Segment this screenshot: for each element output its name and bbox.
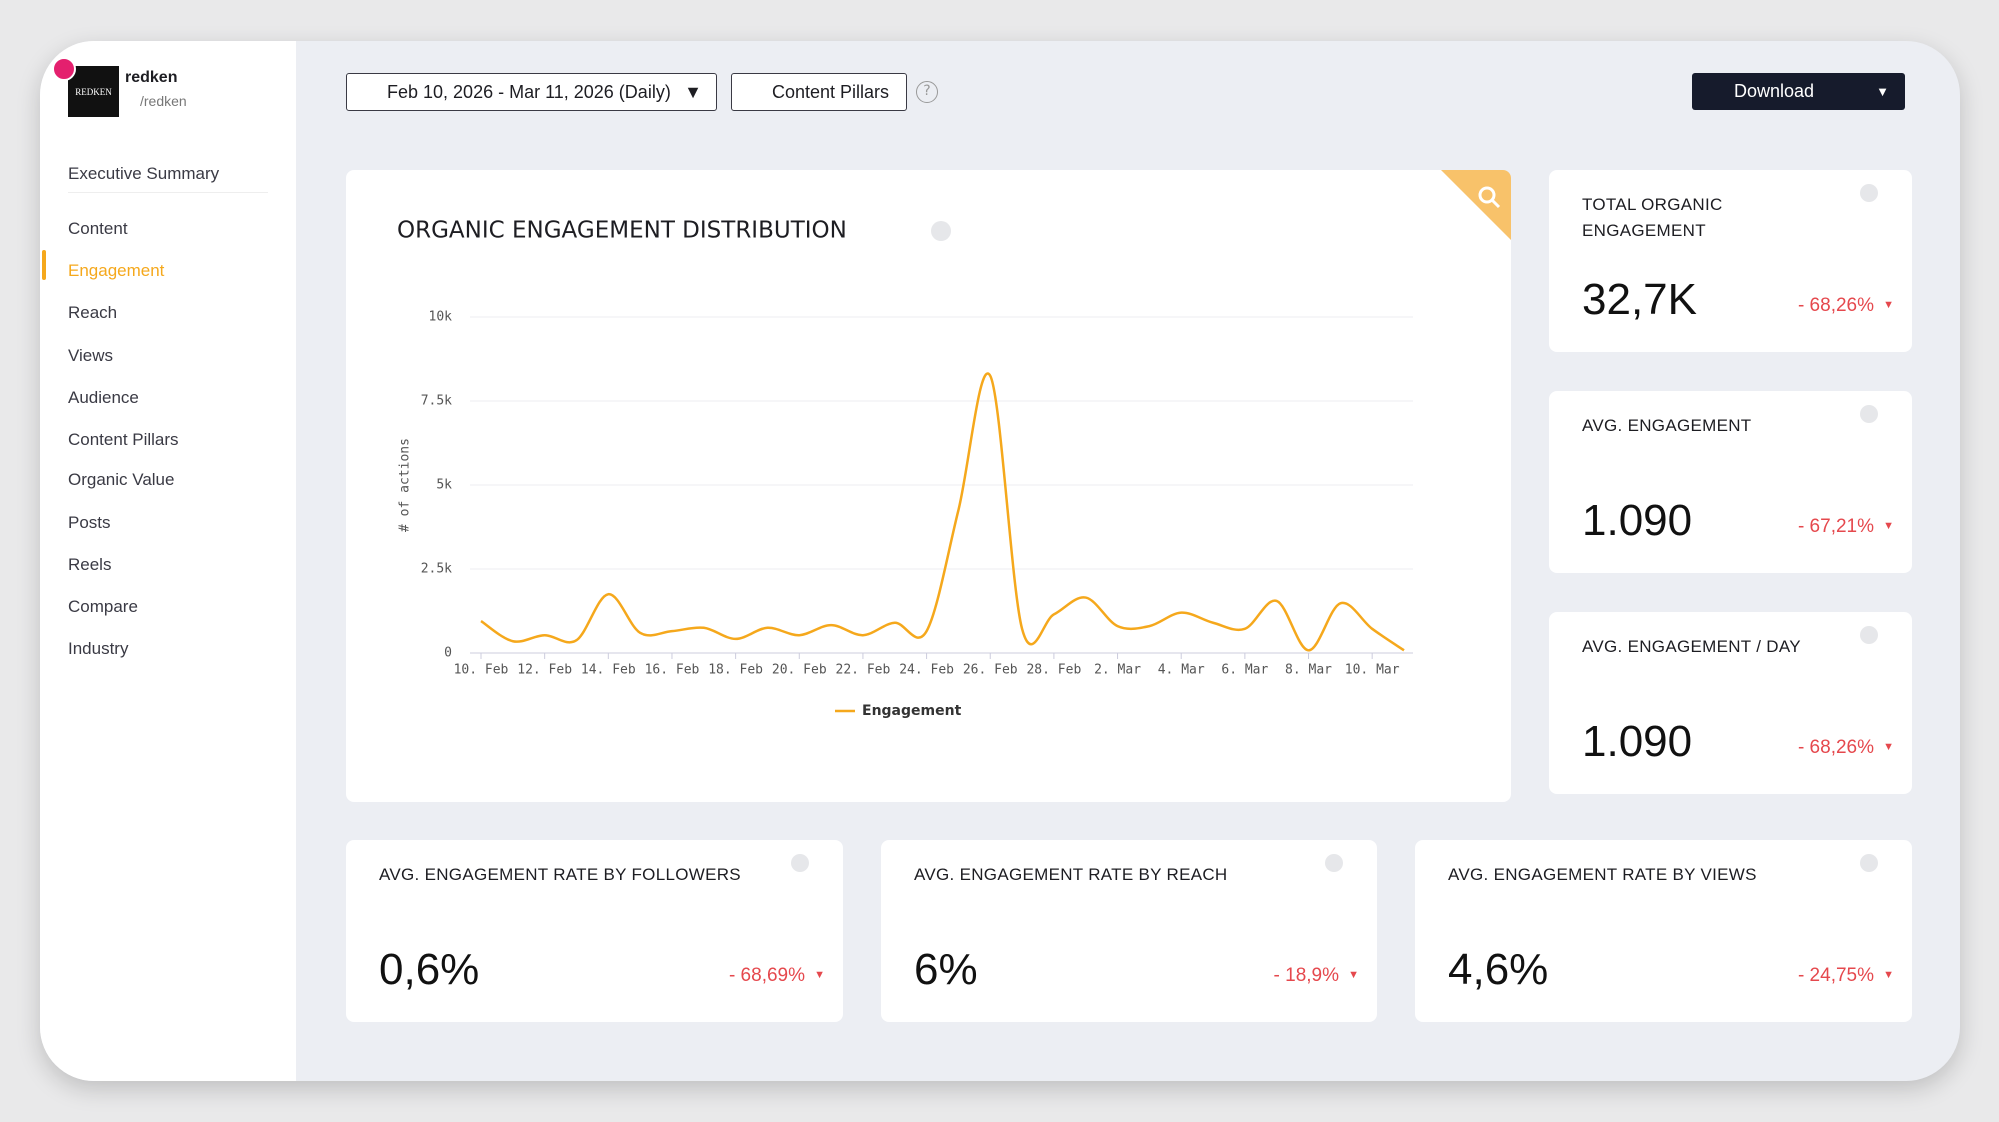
date-range-button[interactable]: Feb 10, 2026 - Mar 11, 2026 (Daily) ▼: [346, 73, 717, 111]
info-icon: [1325, 854, 1343, 872]
help-icon[interactable]: ?: [916, 81, 938, 103]
nav-item[interactable]: Content Pillars: [68, 430, 179, 449]
y-tick-label: 0: [444, 646, 452, 661]
x-tick-label: 12. Feb: [517, 663, 572, 678]
x-tick-label: 8. Mar: [1285, 663, 1332, 678]
info-icon: [1860, 626, 1878, 644]
divider: [68, 192, 268, 193]
caret: ▼: [1876, 84, 1889, 99]
kpi-title: TOTAL ORGANIC ENGAGEMENT: [1582, 195, 1723, 240]
x-tick-label: 28. Feb: [1026, 663, 1081, 678]
x-tick-label: 26. Feb: [963, 663, 1018, 678]
y-axis-label: # of actions: [398, 438, 413, 532]
info-icon: [931, 221, 951, 241]
kpi-value: 32,7K: [1582, 275, 1697, 324]
kpi-value: 0,6%: [379, 945, 480, 994]
nav-item[interactable]: Views: [68, 346, 114, 365]
line: [480, 372, 1405, 652]
sidebar: REDKEN redken /redken Executive Summary C…: [40, 41, 296, 1081]
x-tick-label: 16. Feb: [645, 663, 700, 678]
caret: ▼: [684, 81, 702, 102]
chart-card: ORGANIC ENGAGEMENT DISTRIBUTION # of act…: [346, 170, 1511, 802]
nav-item[interactable]: Industry: [68, 639, 129, 658]
kpi-change-arrow: ▼: [1883, 520, 1894, 532]
zoom-icon: [1478, 186, 1496, 204]
kpi-change-arrow: ▼: [1883, 299, 1894, 311]
info-icon: [1860, 184, 1878, 202]
kpi-change: - 67,21%: [1797, 516, 1874, 537]
kpi-value: 1.090: [1582, 717, 1693, 766]
kpi-card: AVG. ENGAGEMENT RATE BY REACH 6% - 18,9% ▼: [881, 840, 1377, 1022]
kpi-value: 4,6%: [1448, 945, 1549, 994]
download-label: Download: [1734, 81, 1815, 101]
x-tick-label: 10. Feb: [454, 663, 509, 678]
date-range: Feb 10, 2026 - Mar 11, 2026 (Daily): [387, 81, 671, 102]
nav-item[interactable]: Posts: [68, 513, 111, 532]
info-icon: [1860, 405, 1878, 423]
kpi-card: AVG. ENGAGEMENT RATE BY VIEWS 4,6% - 24,75…: [1415, 840, 1912, 1022]
y-tick-label: 7.5k: [421, 394, 452, 409]
account-handle: /redken: [140, 93, 187, 109]
nav-item[interactable]: Engagement: [68, 261, 165, 280]
kpi-change-arrow: ▼: [1883, 741, 1894, 753]
kpi-change: - 68,26%: [1797, 295, 1874, 316]
nav-item[interactable]: Content: [68, 219, 128, 238]
kpi-title: AVG. ENGAGEMENT: [1582, 416, 1752, 435]
download-button[interactable]: Download ▼: [1692, 73, 1905, 110]
instagram-badge: [52, 57, 76, 81]
kpi-title: AVG. ENGAGEMENT / DAY: [1582, 637, 1801, 656]
zoom-icon: [1490, 198, 1501, 209]
kpi-value: 6%: [914, 945, 978, 994]
legend-label: Engagement: [862, 703, 962, 719]
y-tick-label: 2.5k: [421, 562, 452, 577]
chart-title: ORGANIC ENGAGEMENT DISTRIBUTION: [397, 218, 847, 244]
x-tick-label: 14. Feb: [581, 663, 636, 678]
y-tick-label: 10k: [429, 310, 453, 325]
kpi-title: AVG. ENGAGEMENT RATE BY VIEWS: [1448, 865, 1757, 884]
x-tick-label: 2. Mar: [1094, 663, 1141, 678]
nav-item[interactable]: Organic Value: [68, 470, 175, 489]
kpi-change-arrow: ▼: [814, 969, 825, 981]
account-name: redken: [125, 69, 178, 86]
nav-item[interactable]: Compare: [68, 597, 138, 616]
x-tick-label: 20. Feb: [772, 663, 827, 678]
filter-button[interactable]: Content Pillars: [731, 73, 907, 111]
kpi-title: AVG. ENGAGEMENT RATE BY FOLLOWERS: [379, 865, 741, 884]
x-tick-label: 4. Mar: [1158, 663, 1205, 678]
x-tick-label: 22. Feb: [836, 663, 891, 678]
nav-item[interactable]: Reels: [68, 555, 112, 574]
kpi-change: - 68,26%: [1797, 737, 1874, 758]
logo: REDKEN: [68, 66, 119, 117]
kpi-change: - 24,75%: [1797, 965, 1874, 986]
info-icon: [791, 854, 809, 872]
info-icon: [1860, 854, 1878, 872]
kpi-change: - 68,69%: [728, 965, 805, 986]
kpi-value: 1.090: [1582, 496, 1693, 545]
y-tick-label: 5k: [436, 478, 452, 493]
kpi-card: AVG. ENGAGEMENT RATE BY FOLLOWERS 0,6% - 6…: [346, 840, 843, 1022]
kpi-change-arrow: ▼: [1348, 969, 1359, 981]
kpi-change: - 18,9%: [1273, 965, 1339, 986]
kpi-card: AVG. ENGAGEMENT / DAY 1.090 - 68,26% ▼: [1549, 612, 1912, 794]
app-window: REDKEN redken /redken Executive Summary C…: [40, 41, 1960, 1081]
chart: ORGANIC ENGAGEMENT DISTRIBUTION # of act…: [397, 170, 1511, 719]
kpi-title: AVG. ENGAGEMENT RATE BY REACH: [914, 865, 1228, 884]
kpi-change-arrow: ▼: [1883, 969, 1894, 981]
x-tick-label: 24. Feb: [899, 663, 954, 678]
nav-item[interactable]: Reach: [68, 303, 118, 322]
active-indicator: [42, 250, 46, 280]
nav-item[interactable]: Executive Summary: [68, 164, 220, 183]
kpi-card: AVG. ENGAGEMENT 1.090 - 67,21% ▼: [1549, 391, 1912, 573]
x-tick-label: 18. Feb: [708, 663, 763, 678]
zoom-corner[interactable]: [1441, 170, 1511, 240]
x-tick-label: 10. Mar: [1345, 663, 1400, 678]
filter-label: Content Pillars: [772, 81, 890, 102]
kpi-card: TOTAL ORGANIC ENGAGEMENT 32,7K - 68,26% ▼: [1549, 170, 1912, 352]
nav-item[interactable]: Audience: [68, 388, 139, 407]
x-tick-label: 6. Mar: [1221, 663, 1268, 678]
